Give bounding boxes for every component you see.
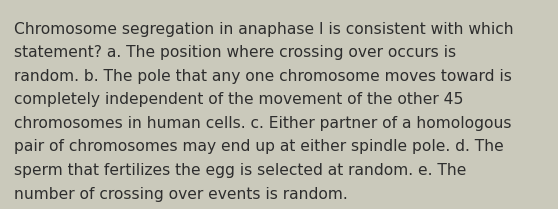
Text: number of crossing over events is random.: number of crossing over events is random…: [14, 186, 348, 201]
Text: statement? a. The position where crossing over occurs is: statement? a. The position where crossin…: [14, 46, 456, 60]
Text: completely independent of the movement of the other 45: completely independent of the movement o…: [14, 93, 464, 107]
Text: Chromosome segregation in anaphase I is consistent with which: Chromosome segregation in anaphase I is …: [14, 22, 513, 37]
Text: random. b. The pole that any one chromosome moves toward is: random. b. The pole that any one chromos…: [14, 69, 512, 84]
Text: sperm that fertilizes the egg is selected at random. e. The: sperm that fertilizes the egg is selecte…: [14, 163, 466, 178]
Text: pair of chromosomes may end up at either spindle pole. d. The: pair of chromosomes may end up at either…: [14, 139, 504, 154]
Text: chromosomes in human cells. c. Either partner of a homologous: chromosomes in human cells. c. Either pa…: [14, 116, 512, 131]
